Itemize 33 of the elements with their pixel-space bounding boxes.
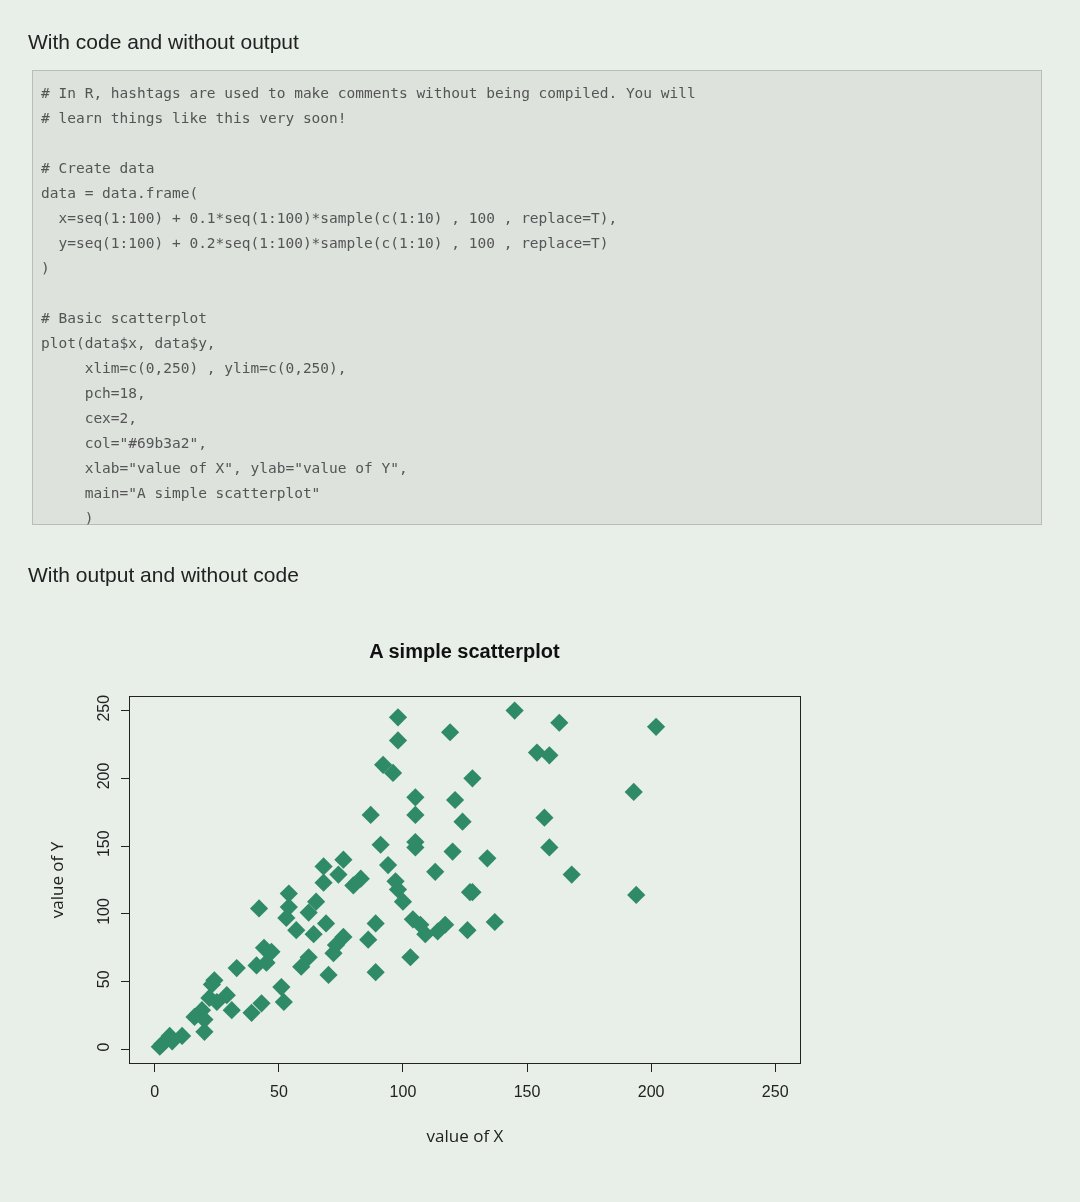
text: data = data.frame(	[41, 184, 200, 203]
text: pch=18,	[83, 384, 147, 403]
text: )	[83, 509, 95, 528]
chart-title: A simple scatterplot	[369, 640, 560, 663]
x-tick-label: 200	[637, 1083, 665, 1101]
y-tick-label: 0	[94, 1042, 112, 1052]
text: # learn things like this very soon!	[41, 109, 348, 128]
y-tick-label: 250	[94, 694, 112, 722]
text: With code and without output	[28, 30, 299, 54]
text: xlab="value of X", ylab="value of Y",	[83, 459, 409, 478]
x-tick-label: 150	[513, 1083, 541, 1101]
y-tick-label: 50	[94, 970, 112, 989]
text: # Create data	[41, 159, 156, 178]
text: cex=2,	[83, 409, 139, 428]
text: With output and without code	[28, 563, 299, 587]
text: plot(data$x, data$y,	[41, 334, 217, 353]
text: # In R, hashtags are used to make comments without being compiled. You will	[41, 84, 697, 103]
text: # Basic scatterplot	[41, 309, 208, 328]
x-tick-label: 0	[150, 1083, 160, 1101]
text: )	[41, 259, 51, 278]
text: main="A simple scatterplot"	[83, 484, 322, 503]
y-axis-title: value of Y	[45, 841, 69, 919]
x-tick-label: 50	[269, 1083, 288, 1101]
x-tick-label: 250	[761, 1083, 789, 1101]
x-tick-label: 100	[389, 1083, 417, 1101]
text: col="#69b3a2",	[83, 434, 208, 453]
text: x=seq(1:100) + 0.1*seq(1:100)*sample(c(1:10) , 100 , replace=T),	[57, 209, 619, 228]
text: y=seq(1:100) + 0.2*seq(1:100)*sample(c(1:10) , 100 , replace=T)	[57, 234, 610, 253]
text: xlim=c(0,250) , ylim=c(0,250),	[83, 359, 348, 378]
y-tick-label: 150	[94, 830, 112, 858]
y-tick-label: 100	[94, 898, 112, 925]
y-tick-label: 200	[94, 762, 112, 790]
x-axis-title: value of X	[426, 1123, 504, 1147]
